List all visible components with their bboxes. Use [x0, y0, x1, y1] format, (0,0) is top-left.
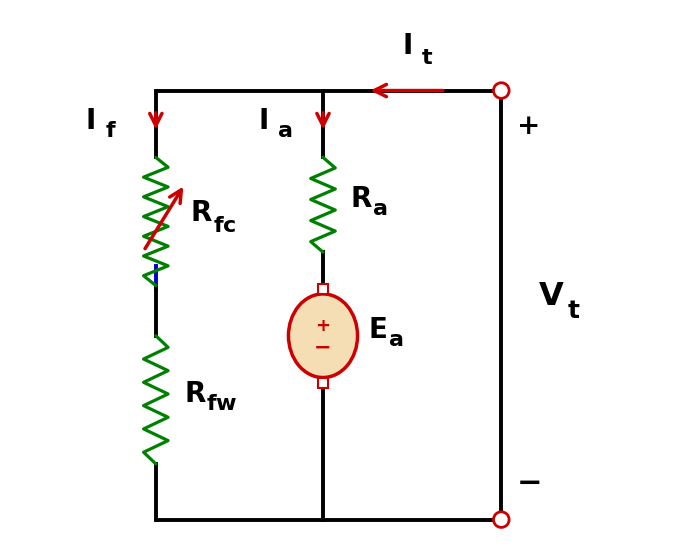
Text: $\mathbf{I}$: $\mathbf{I}$: [401, 33, 412, 60]
Text: $\mathbf{t}$: $\mathbf{t}$: [421, 48, 433, 69]
Text: +: +: [316, 317, 330, 335]
Text: $\mathbf{V}$: $\mathbf{V}$: [538, 281, 564, 312]
Text: $\mathbf{E}$: $\mathbf{E}$: [368, 316, 386, 344]
Text: $\mathbf{I}$: $\mathbf{I}$: [258, 108, 268, 135]
Text: $\mathbf{fc}$: $\mathbf{fc}$: [212, 215, 236, 237]
Text: $\mathbf{a}$: $\mathbf{a}$: [277, 120, 292, 142]
Text: $\mathbf{I}$: $\mathbf{I}$: [85, 108, 95, 135]
Text: $\mathbf{a}$: $\mathbf{a}$: [388, 329, 403, 351]
Text: $\mathbf{R}$: $\mathbf{R}$: [350, 186, 373, 213]
Text: $\mathbf{f}$: $\mathbf{f}$: [105, 120, 116, 142]
Text: −: −: [314, 338, 332, 358]
Ellipse shape: [288, 294, 358, 377]
Text: +: +: [517, 113, 540, 140]
FancyBboxPatch shape: [318, 284, 328, 294]
Text: −: −: [517, 468, 543, 499]
Text: $\mathbf{fw}$: $\mathbf{fw}$: [206, 393, 238, 416]
Circle shape: [493, 512, 509, 528]
Text: $\mathbf{R}$: $\mathbf{R}$: [190, 199, 213, 227]
Circle shape: [493, 83, 509, 99]
FancyBboxPatch shape: [318, 377, 328, 388]
Text: $\mathbf{t}$: $\mathbf{t}$: [567, 300, 580, 323]
Text: $\mathbf{a}$: $\mathbf{a}$: [372, 198, 387, 220]
Text: $\mathbf{R}$: $\mathbf{R}$: [184, 381, 206, 408]
